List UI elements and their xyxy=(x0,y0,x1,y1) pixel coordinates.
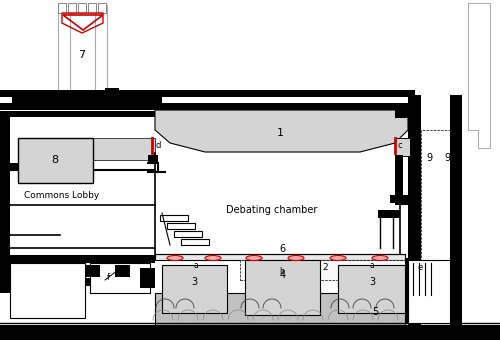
Bar xyxy=(421,130,450,293)
Text: 1: 1 xyxy=(276,128,283,138)
Text: d: d xyxy=(155,140,160,150)
Bar xyxy=(395,138,410,156)
Bar xyxy=(174,231,202,237)
Text: 9: 9 xyxy=(426,153,432,163)
Bar xyxy=(90,263,150,293)
Bar xyxy=(450,95,462,325)
Bar xyxy=(167,223,195,229)
Ellipse shape xyxy=(288,255,304,260)
Bar xyxy=(12,97,162,103)
Ellipse shape xyxy=(205,255,221,260)
Bar xyxy=(98,3,106,13)
Bar xyxy=(245,260,320,315)
Bar xyxy=(160,215,188,221)
Bar xyxy=(68,3,76,13)
Text: 2: 2 xyxy=(322,264,328,272)
Bar xyxy=(155,254,405,260)
Text: e: e xyxy=(418,264,422,272)
Bar xyxy=(405,258,410,323)
Text: 9: 9 xyxy=(444,153,450,163)
Bar xyxy=(0,325,500,340)
Bar xyxy=(78,3,86,13)
Text: 3: 3 xyxy=(369,277,375,287)
Bar xyxy=(58,3,66,13)
Text: 3: 3 xyxy=(191,277,197,287)
Text: Commons Lobby: Commons Lobby xyxy=(24,190,100,200)
Bar xyxy=(155,293,405,325)
Text: 8: 8 xyxy=(52,155,59,165)
Bar xyxy=(10,163,25,170)
Text: 5: 5 xyxy=(372,307,378,317)
Bar xyxy=(0,90,415,97)
Bar xyxy=(408,260,450,323)
Bar xyxy=(10,263,85,318)
Polygon shape xyxy=(155,110,408,152)
Bar xyxy=(162,265,227,313)
Bar xyxy=(18,138,93,183)
Text: c: c xyxy=(398,140,402,150)
Text: f: f xyxy=(106,273,110,283)
Bar xyxy=(85,265,100,277)
Ellipse shape xyxy=(167,255,183,260)
Text: 7: 7 xyxy=(78,50,86,60)
Ellipse shape xyxy=(330,255,346,260)
Ellipse shape xyxy=(246,255,262,260)
Bar xyxy=(0,278,110,286)
Bar xyxy=(0,103,415,110)
Bar xyxy=(395,110,408,118)
Ellipse shape xyxy=(372,255,388,260)
Bar xyxy=(140,268,155,288)
Bar xyxy=(148,155,158,163)
Polygon shape xyxy=(468,3,490,148)
Bar xyxy=(390,195,408,203)
Bar xyxy=(93,138,155,160)
Bar xyxy=(378,210,400,218)
Bar xyxy=(88,3,96,13)
Bar xyxy=(240,260,405,280)
Bar xyxy=(105,88,119,110)
Bar xyxy=(115,265,130,277)
Bar xyxy=(338,265,405,313)
Text: a: a xyxy=(194,260,198,270)
Bar xyxy=(395,155,403,195)
Bar xyxy=(395,195,408,205)
Bar xyxy=(0,111,10,293)
Text: Debating chamber: Debating chamber xyxy=(226,205,318,215)
Text: 4: 4 xyxy=(280,270,286,280)
Text: b: b xyxy=(280,268,284,276)
Bar xyxy=(0,111,155,117)
Bar xyxy=(0,255,155,263)
Text: a: a xyxy=(370,260,374,270)
Text: 6: 6 xyxy=(279,244,285,254)
Bar xyxy=(408,95,421,325)
Bar xyxy=(181,239,209,245)
